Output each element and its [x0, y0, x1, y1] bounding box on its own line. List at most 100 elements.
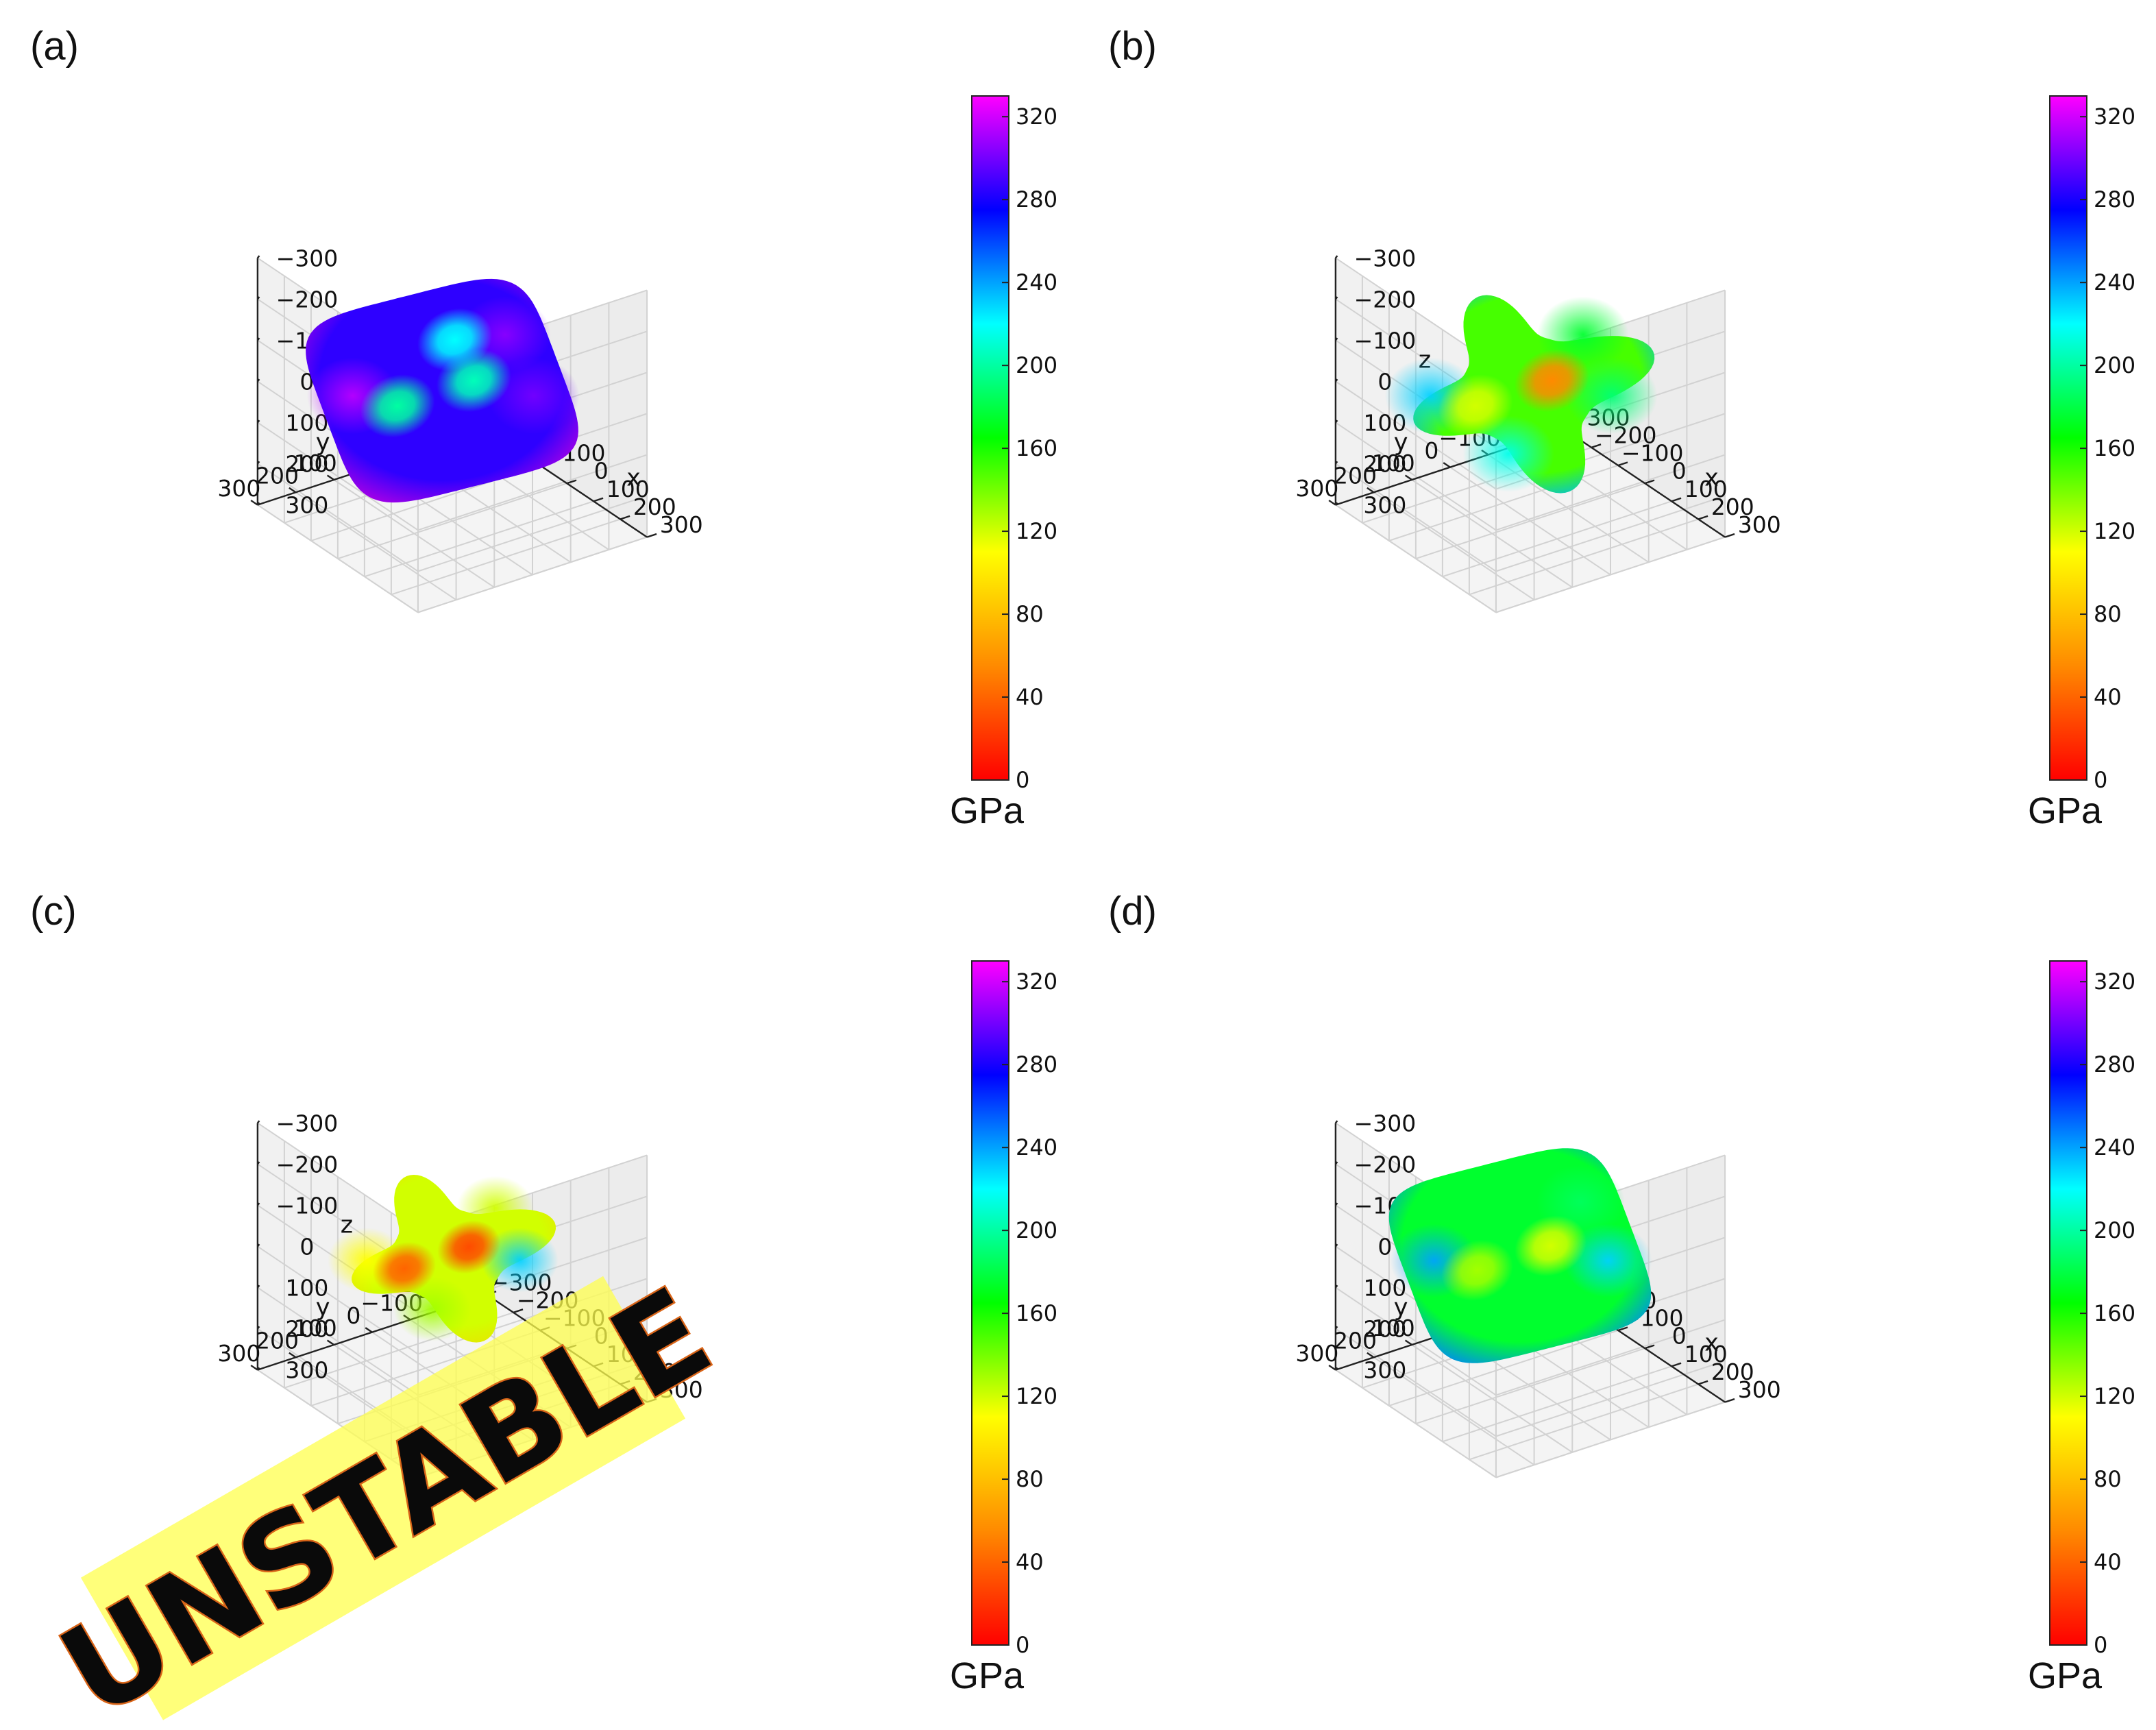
- surface-face: [1438, 374, 1513, 438]
- x-tick-mark: [1644, 1344, 1655, 1350]
- panel-c: 3002001000−100−200−300x−300−200−10001002…: [0, 865, 1078, 1730]
- grid-line: [295, 491, 457, 601]
- z-tick-mark: [1334, 461, 1338, 465]
- colorbar-gradient: [2049, 960, 2087, 1646]
- colorbar-tick-label: 80: [2094, 1466, 2122, 1492]
- colorbar-gradient: [971, 95, 1009, 781]
- x-tick-mark: [566, 479, 577, 485]
- x-tick-label: 300: [1738, 511, 1781, 538]
- grid-line: [1373, 1356, 1535, 1466]
- z-tick-label: 200: [1363, 451, 1406, 478]
- panel-b-plot: 3002001000−100−200−300x−300−200−10001002…: [1295, 95, 2135, 793]
- z-tick-label: 300: [1363, 1357, 1406, 1384]
- y-tick-mark: [289, 487, 297, 494]
- z-tick-mark: [256, 502, 260, 506]
- colorbar-tick-label: 0: [2094, 1632, 2107, 1658]
- y-tick-mark: [326, 1339, 334, 1345]
- colorbar-tick-label: 200: [1016, 352, 1057, 378]
- y-axis-label: y: [316, 429, 330, 456]
- x-tick-mark: [646, 533, 657, 538]
- y-tick-label: 0: [1424, 437, 1438, 464]
- z-tick-mark: [256, 378, 260, 382]
- surface-face: [1514, 349, 1589, 413]
- z-tick-label: −200: [1354, 1151, 1417, 1178]
- colorbar-tick-label: 320: [2094, 103, 2135, 130]
- colorbar-gradient: [2049, 95, 2087, 781]
- colorbar: 0 40 80 120 160 200 240 280 320: [2049, 95, 2135, 793]
- z-tick-label: −300: [1354, 245, 1417, 271]
- y-tick-mark: [365, 1327, 373, 1333]
- colorbar-tick-label: 240: [1016, 1134, 1057, 1160]
- x-tick-mark: [1671, 497, 1682, 502]
- colorbar-tick-label: 80: [2094, 601, 2122, 627]
- colorbar-gradient: [971, 960, 1009, 1646]
- y-tick-label: 0: [346, 1302, 360, 1329]
- y-tick-label: 300: [217, 475, 260, 502]
- colorbar-tick-label: 80: [1016, 601, 1044, 627]
- z-tick-label: 300: [1363, 492, 1406, 519]
- colorbar-tick-label: 320: [2094, 968, 2135, 995]
- z-tick-mark: [1334, 296, 1338, 300]
- x-tick-label: 0: [1672, 1323, 1687, 1350]
- colorbar-tick-label: 120: [1016, 1383, 1057, 1409]
- y-tick-label: 300: [1295, 1340, 1338, 1367]
- colorbar-tick-label: 160: [2094, 1300, 2135, 1326]
- colorbar-tick-label: 240: [1016, 269, 1057, 295]
- z-tick-mark: [1334, 378, 1338, 382]
- x-tick-mark: [593, 497, 604, 502]
- z-tick-mark: [256, 1202, 260, 1206]
- panel-b-colorbar-unit: GPa: [2028, 790, 2103, 831]
- z-tick-mark: [1334, 1243, 1338, 1247]
- z-tick-label: 0: [1377, 1233, 1392, 1260]
- colorbar-tick-label: 40: [1016, 684, 1044, 710]
- z-tick-mark: [256, 1161, 260, 1165]
- y-tick-label: 100: [1372, 450, 1415, 476]
- x-axis-label: x: [626, 465, 641, 492]
- x-tick-label: 100: [607, 476, 650, 502]
- surface-four-point-star: [1384, 295, 1658, 494]
- z-tick-mark: [256, 1243, 260, 1247]
- z-tick-mark: [1334, 419, 1338, 424]
- panel-d-label: (d): [1108, 889, 1157, 934]
- x-tick-mark: [1591, 443, 1602, 449]
- x-tick-mark: [1644, 479, 1655, 485]
- colorbar-tick-label: 200: [2094, 352, 2135, 378]
- panel-c-colorbar-unit: GPa: [950, 1655, 1025, 1696]
- z-tick-label: 300: [285, 1357, 328, 1384]
- surface-face: [1515, 1215, 1587, 1276]
- z-tick-label: 200: [1363, 1316, 1406, 1343]
- colorbar-tick-label: 280: [2094, 186, 2135, 212]
- x-tick-label: 200: [1711, 1359, 1754, 1385]
- grid-line: [257, 504, 419, 613]
- surface-four-point-star: [328, 1175, 559, 1343]
- colorbar-tick-label: 40: [1016, 1549, 1044, 1575]
- x-tick-label: 300: [1738, 1376, 1781, 1403]
- y-tick-label: 200: [1334, 462, 1377, 489]
- z-tick-mark: [256, 1284, 260, 1289]
- z-tick-label: 0: [299, 1233, 314, 1260]
- z-tick-mark: [256, 1367, 260, 1371]
- x-tick-mark: [1698, 1380, 1708, 1385]
- colorbar-tick-label: 200: [2094, 1217, 2135, 1243]
- panel-a-plot: 3002001000−100−200−300x−300−200−10001002…: [217, 95, 1057, 793]
- panel-c-label: (c): [30, 889, 77, 934]
- colorbar-tick-label: 80: [1016, 1466, 1044, 1492]
- panel-b: 3002001000−100−200−300x−300−200−10001002…: [1078, 0, 2156, 865]
- z-tick-mark: [1334, 1161, 1338, 1165]
- x-tick-mark: [1617, 1326, 1628, 1332]
- z-tick-mark: [256, 461, 260, 465]
- y-tick-label: 100: [1372, 1315, 1415, 1341]
- colorbar-tick-label: 160: [1016, 1300, 1057, 1326]
- colorbar-tick-label: 40: [2094, 684, 2122, 710]
- y-tick-mark: [1404, 474, 1412, 480]
- z-tick-mark: [256, 255, 260, 259]
- x-axis-label: x: [1704, 1330, 1719, 1357]
- colorbar-tick-label: 280: [1016, 186, 1057, 212]
- panel-d-colorbar-unit: GPa: [2028, 1655, 2103, 1696]
- colorbar-tick-label: 160: [2094, 435, 2135, 461]
- x-tick-mark: [513, 1308, 524, 1314]
- grid-line: [1335, 1369, 1497, 1478]
- colorbar-tick-label: 0: [2094, 767, 2107, 793]
- colorbar-tick-label: 320: [1016, 103, 1057, 130]
- colorbar-tick-label: 0: [1016, 767, 1029, 793]
